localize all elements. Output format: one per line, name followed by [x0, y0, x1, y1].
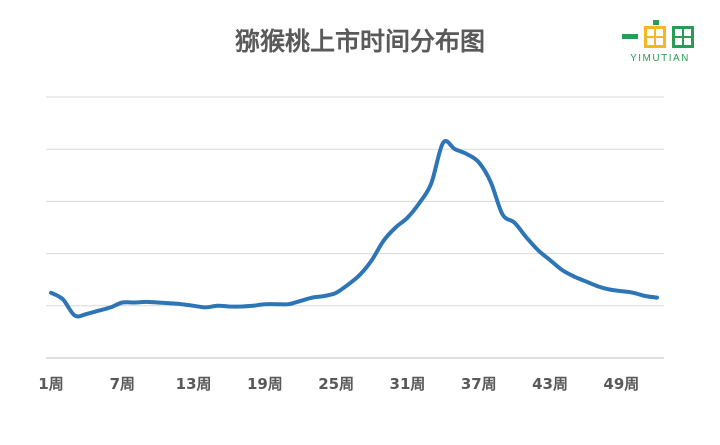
x-axis-ticks: 1周 7周 13周 19周 25周 31周 37周 43周 49周 — [38, 375, 639, 393]
x-tick-label: 37周 — [461, 375, 497, 393]
series-line — [49, 139, 659, 319]
x-tick-label: 13周 — [176, 375, 212, 393]
x-tick-label: 25周 — [318, 375, 354, 393]
yimutian-logo: YIMUTIAN — [620, 18, 700, 68]
chart-title: 猕猴桃上市时间分布图 — [234, 27, 485, 56]
x-tick-label: 49周 — [603, 375, 639, 393]
x-tick-label: 43周 — [532, 375, 568, 393]
x-tick-label: 7周 — [110, 375, 135, 393]
x-tick-label: 1周 — [38, 375, 63, 393]
gridlines — [46, 96, 664, 359]
logo-mark-icon — [622, 20, 694, 48]
x-tick-label: 31周 — [390, 375, 426, 393]
x-tick-label: 19周 — [247, 375, 283, 393]
logo-text: YIMUTIAN — [630, 53, 690, 64]
